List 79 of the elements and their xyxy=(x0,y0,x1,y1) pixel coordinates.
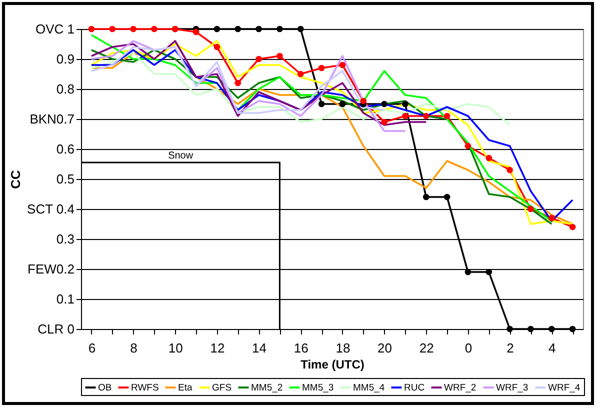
y-axis-title: CC xyxy=(8,170,23,189)
point xyxy=(548,326,555,332)
point xyxy=(444,194,450,200)
point xyxy=(486,154,492,162)
point xyxy=(360,98,367,104)
point xyxy=(402,100,408,108)
y-tick-label: 0.8 xyxy=(56,82,74,96)
point xyxy=(464,142,472,150)
point xyxy=(381,100,388,108)
point xyxy=(464,268,472,276)
x-tick-label: 14 xyxy=(252,340,267,356)
x-tick-label: 16 xyxy=(294,340,308,356)
x-tick-label: 4 xyxy=(548,340,556,356)
point xyxy=(381,118,388,126)
point xyxy=(528,206,534,212)
legend-label: OB xyxy=(98,382,112,394)
y-tick-label: 0.5 xyxy=(56,172,74,186)
x-tick-label: 2 xyxy=(506,340,514,356)
y-tick-label: 0.1 xyxy=(56,292,74,306)
y-tick-label: 0.9 xyxy=(56,52,74,66)
legend-label: RWFS xyxy=(131,382,159,394)
point xyxy=(506,166,513,174)
point xyxy=(506,326,513,332)
legend-label: WRF_2 xyxy=(444,382,476,394)
line-series xyxy=(90,52,511,126)
y-tick-label: FEW0.2 xyxy=(28,262,74,276)
y-tick-label: OVC 1 xyxy=(35,22,74,36)
x-tick-label: 6 xyxy=(88,340,96,356)
point xyxy=(569,326,576,332)
point xyxy=(234,80,242,86)
x-tick-label: 8 xyxy=(130,340,138,356)
point xyxy=(109,26,116,32)
y-tick-label: SCT 0.4 xyxy=(27,202,74,216)
legend-label: WRF_3 xyxy=(496,382,528,394)
point xyxy=(339,100,346,108)
legend-label: WRF_4 xyxy=(548,382,580,394)
y-tick-label: 0.6 xyxy=(56,142,74,156)
legend-label: MM5_2 xyxy=(251,382,283,394)
annotation: Snow xyxy=(168,150,194,162)
point xyxy=(444,112,450,120)
point xyxy=(276,52,283,60)
point xyxy=(88,26,95,32)
point xyxy=(422,112,430,120)
point xyxy=(548,214,555,222)
point xyxy=(256,56,262,62)
legend-label: MM5_4 xyxy=(353,382,385,394)
x-tick-label: 12 xyxy=(210,340,225,356)
point xyxy=(151,26,158,32)
point xyxy=(318,100,325,108)
y-tick-label: CLR 0 xyxy=(38,322,74,336)
line-series xyxy=(90,46,386,114)
y-tick-label: 0.3 xyxy=(56,232,74,246)
point xyxy=(192,28,200,36)
legend-label: Eta xyxy=(178,382,193,394)
legend-label: MM5_3 xyxy=(302,382,334,394)
point xyxy=(297,26,304,32)
point xyxy=(422,194,430,200)
x-tick-label: 0 xyxy=(464,340,472,356)
point xyxy=(214,44,220,50)
x-tick-label: 18 xyxy=(336,340,350,356)
point xyxy=(339,62,346,68)
x-tick-label: 20 xyxy=(378,340,392,356)
point xyxy=(276,26,283,32)
point xyxy=(528,326,534,332)
point xyxy=(318,64,325,72)
point xyxy=(234,26,242,32)
x-tick-label: 10 xyxy=(168,340,183,356)
point xyxy=(130,26,136,32)
x-tick-label: 22 xyxy=(419,340,434,356)
point xyxy=(402,112,408,120)
point xyxy=(486,268,492,276)
point xyxy=(297,70,304,78)
point xyxy=(569,224,576,230)
y-tick-label: BKN0.7 xyxy=(30,112,74,126)
legend-label: GFS xyxy=(212,382,232,394)
x-axis-title: Time (UTC) xyxy=(300,358,364,372)
legend-label: RUC xyxy=(404,382,425,394)
point xyxy=(256,26,262,32)
point xyxy=(214,26,220,32)
